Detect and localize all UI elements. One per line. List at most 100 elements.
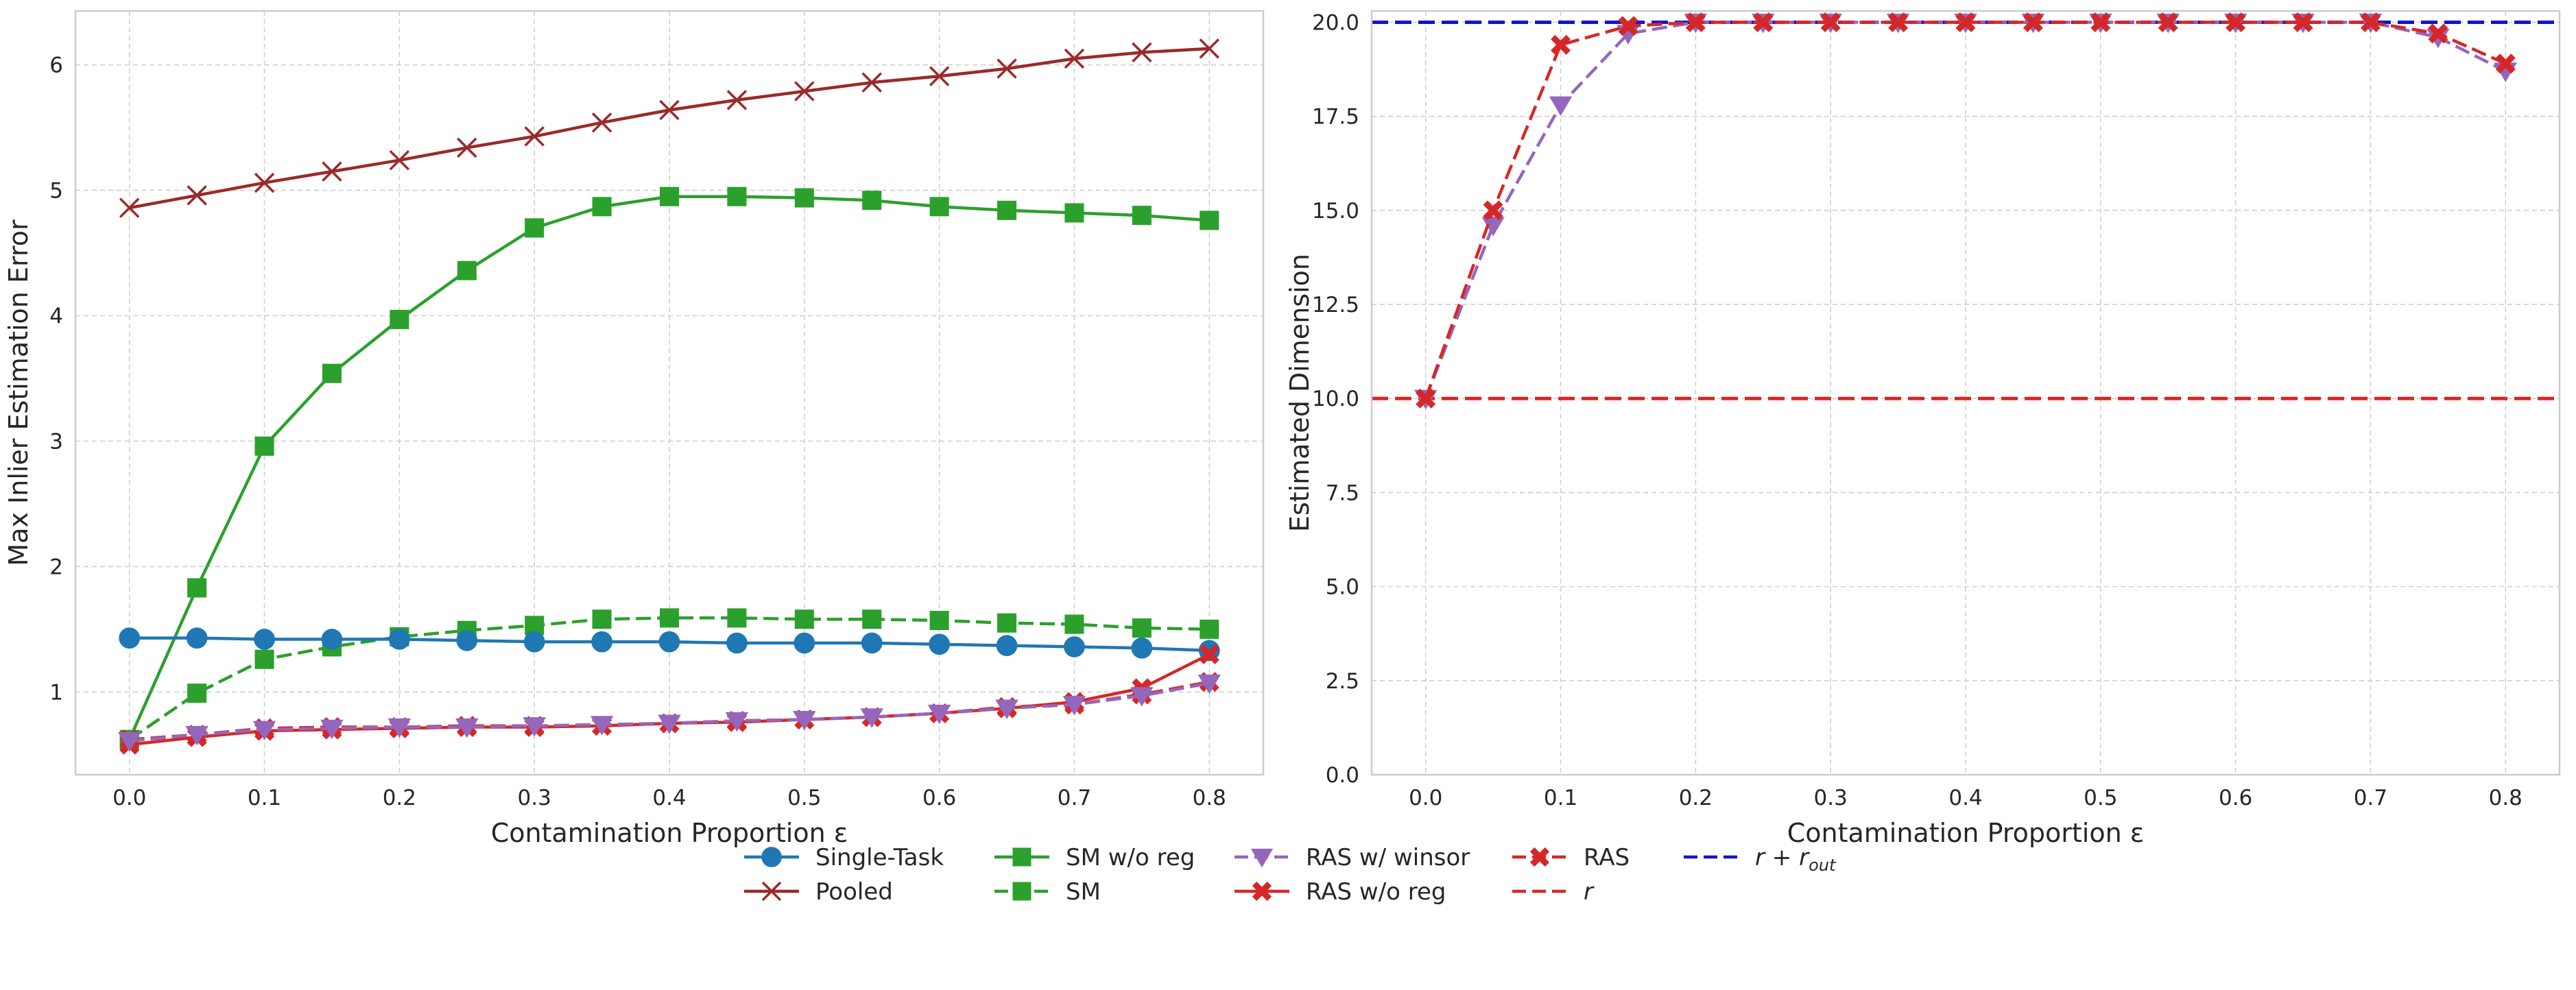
left-point-ras-w-winsor-1 xyxy=(185,725,208,746)
left-point-pooled-13 xyxy=(997,58,1017,79)
left-point-sm-w-o-reg-2 xyxy=(254,436,274,456)
legend-marker-ras-w-o-reg xyxy=(1252,881,1272,902)
right-ytick-label-8: 20.0 xyxy=(1312,10,1359,35)
left-point-single-task-10 xyxy=(794,632,815,654)
left-point-sm-12 xyxy=(929,610,949,631)
right-point-ras-1 xyxy=(1483,200,1503,221)
right-x-axis-label: Contamination Proportion ε xyxy=(1787,818,2145,848)
left-point-sm-11 xyxy=(862,609,882,629)
left-ytick-label-1: 2 xyxy=(49,555,63,579)
legend-label-single-task: Single-Task xyxy=(815,844,944,871)
right-line-ras xyxy=(1424,21,2507,399)
left-point-ras-w-winsor-16 xyxy=(1197,674,1221,695)
right-point-ras-14 xyxy=(2360,12,2381,32)
left-point-pooled-11 xyxy=(861,72,882,93)
legend-label-ras-w-winsor: RAS w/ winsor xyxy=(1306,844,1470,871)
left-series-sm-w-o-reg xyxy=(119,186,1219,749)
left-point-single-task-13 xyxy=(996,635,1018,656)
right-panel-dimension-chart: 0.0 0.1 0.2 0.3 0.4 0.5 0.6 0.7 0.8 0.0 2.5 5.0 7.5 1… xyxy=(1285,10,2561,848)
left-point-pooled-2 xyxy=(254,172,275,193)
legend-label-part-plus: + xyxy=(1765,844,1799,871)
left-point-sm-w-o-reg-4 xyxy=(390,309,409,330)
right-frame xyxy=(1370,10,2561,776)
left-point-sm-w-o-reg-12 xyxy=(929,197,949,217)
right-point-ras-0 xyxy=(1416,388,1436,409)
left-point-sm-w-o-reg-13 xyxy=(997,200,1017,220)
left-point-ras-w-winsor-7 xyxy=(590,716,614,736)
left-point-pooled-8 xyxy=(659,99,680,121)
left-x-axis-label: Contamination Proportion ε xyxy=(491,818,848,848)
right-ytick-label-6: 15.0 xyxy=(1312,199,1359,224)
right-point-ras-3 xyxy=(1618,16,1638,36)
legend-entry-ras-w-winsor: RAS w/ winsor xyxy=(1235,844,1470,871)
left-point-sm-w-o-reg-15 xyxy=(1132,206,1152,226)
left-point-single-task-9 xyxy=(726,632,748,654)
left-point-pooled-15 xyxy=(1132,42,1152,63)
left-ytick-label-4: 5 xyxy=(49,179,63,204)
left-point-single-task-11 xyxy=(861,632,883,654)
left-point-single-task-14 xyxy=(1064,636,1085,657)
left-point-ras-w-winsor-5 xyxy=(455,718,479,738)
right-point-ras-6 xyxy=(1820,12,1841,32)
right-ytick-label-1: 2.5 xyxy=(1326,669,1359,694)
left-point-single-task-12 xyxy=(929,633,950,655)
left-point-single-task-0 xyxy=(119,627,141,649)
left-point-ras-w-winsor-10 xyxy=(793,710,816,731)
left-point-ras-w-winsor-4 xyxy=(387,718,412,738)
right-point-ras-5 xyxy=(1753,12,1774,32)
right-xtick-label-0: 0.0 xyxy=(1409,786,1442,810)
right-series-ras xyxy=(1416,12,2516,409)
legend-label-part-out: out xyxy=(1809,856,1837,875)
left-point-sm-13 xyxy=(997,613,1017,633)
right-point-ras-w-winsor-2 xyxy=(1549,96,1573,117)
left-point-pooled-9 xyxy=(726,90,748,110)
legend-marker-sm xyxy=(1012,882,1031,901)
right-ytick-label-2: 5.0 xyxy=(1326,575,1359,600)
left-point-ras-w-winsor-11 xyxy=(860,708,883,728)
left-xtick-label-7: 0.7 xyxy=(1058,786,1091,810)
left-point-sm-7 xyxy=(592,609,612,629)
right-ytick-label-5: 12.5 xyxy=(1312,293,1359,317)
right-point-ras-8 xyxy=(1955,12,1976,32)
left-xtick-label-2: 0.2 xyxy=(383,786,416,810)
right-ytick-label-0: 0.0 xyxy=(1326,763,1359,788)
left-point-ras-w-winsor-6 xyxy=(523,717,546,737)
left-point-ras-w-winsor-9 xyxy=(725,712,749,732)
legend-label-r-r-out: r + rout xyxy=(1755,844,1837,875)
left-point-pooled-12 xyxy=(929,66,950,86)
legend-marker-ras xyxy=(1529,847,1550,867)
left-point-ras-w-o-reg-16 xyxy=(1199,644,1219,664)
left-point-sm-w-o-reg-1 xyxy=(187,578,207,598)
left-point-pooled-5 xyxy=(457,137,477,158)
right-y-axis-label: Estimated Dimension xyxy=(1285,254,1315,532)
legend-entry-pooled: Pooled xyxy=(744,878,893,906)
legend-label-ras-w-o-reg: RAS w/o reg xyxy=(1306,878,1446,906)
left-point-pooled-14 xyxy=(1064,48,1085,69)
right-point-ras-10 xyxy=(2090,12,2111,32)
left-point-single-task-4 xyxy=(389,629,410,650)
left-xtick-label-8: 0.8 xyxy=(1193,786,1226,810)
left-point-sm-w-o-reg-11 xyxy=(862,191,882,210)
left-point-ras-w-winsor-2 xyxy=(252,721,276,741)
left-frame xyxy=(74,10,1265,776)
legend-marker-ras-w-winsor xyxy=(1250,848,1274,868)
legend-label-r: r xyxy=(1584,878,1595,906)
left-point-pooled-10 xyxy=(794,81,815,101)
right-point-ras-4 xyxy=(1685,12,1706,32)
left-xtick-label-6: 0.6 xyxy=(922,786,956,810)
right-xtick-label-5: 0.5 xyxy=(2084,786,2117,810)
left-point-single-task-5 xyxy=(456,629,478,651)
legend-marker-pooled xyxy=(761,881,782,902)
right-point-ras-11 xyxy=(2158,12,2178,32)
legend-label-part-r: r xyxy=(1755,844,1766,871)
left-y-axis-label: Max Inlier Estimation Error xyxy=(3,219,34,566)
left-point-single-task-3 xyxy=(321,629,343,650)
legend-label-ras: RAS xyxy=(1584,844,1630,871)
left-ytick-label-0: 1 xyxy=(49,680,63,705)
left-point-sm-w-o-reg-7 xyxy=(592,197,612,217)
right-point-ras-15 xyxy=(2428,23,2448,44)
legend-entry-ras: RAS xyxy=(1512,844,1630,871)
right-point-ras-12 xyxy=(2226,12,2246,32)
